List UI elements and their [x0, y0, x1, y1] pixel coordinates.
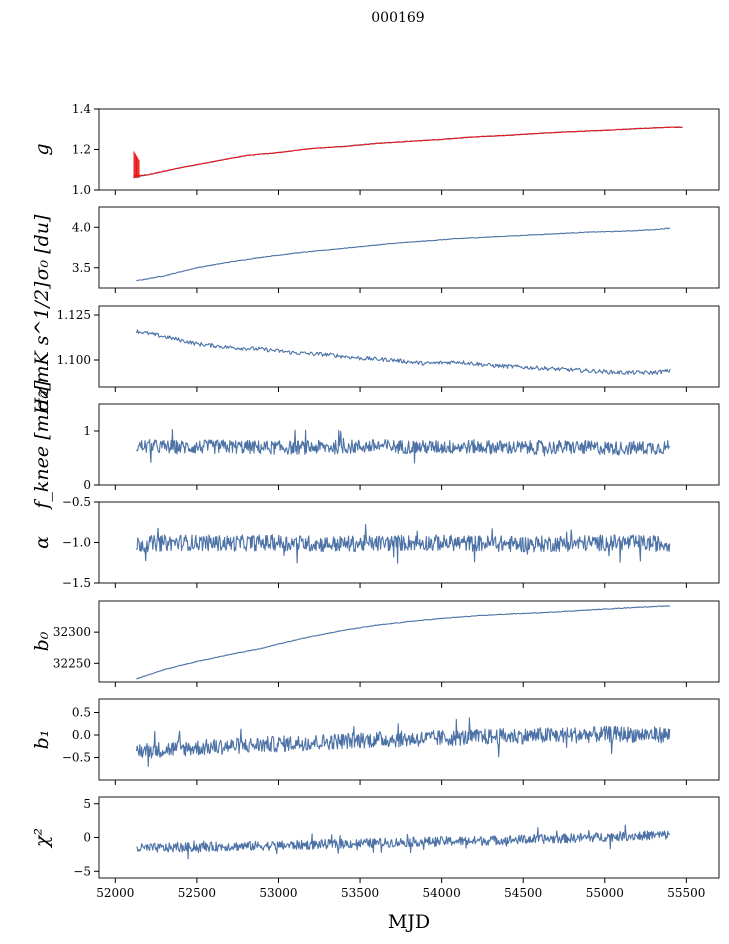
y-tick-label: 0.5	[72, 706, 91, 720]
series-line-b0-0	[136, 605, 671, 680]
panel-frame	[98, 403, 720, 486]
y-tick-label: 1	[83, 424, 91, 438]
x-tick-label: 54500	[504, 886, 542, 900]
series-line-g-0	[133, 126, 683, 179]
x-axis-label: MJD	[388, 911, 430, 933]
y-tick-label: 1.0	[72, 183, 91, 197]
panel-g: 1.0 1.2 1.4 g	[31, 102, 720, 197]
x-tick-label: 55500	[667, 886, 705, 900]
series-line-fknee-0	[136, 429, 671, 464]
series-line-g-1	[133, 126, 683, 177]
y-axis-label-sigma0-mk: σ₀[mK s^1/2]	[31, 281, 53, 411]
x-tick-label: 53500	[341, 886, 379, 900]
x-tick-label: 52500	[178, 886, 216, 900]
panel-b1: −0.5 0.0 0.5 b₁	[31, 698, 720, 785]
y-tick-label: 5	[83, 797, 91, 811]
y-tick-label: 1.2	[72, 143, 91, 157]
panel-frame	[98, 108, 720, 191]
y-tick-label: −0.5	[62, 495, 91, 509]
panel-sigma0-du: 3.5 4.0 σ₀ [du]	[31, 206, 720, 293]
series-line-chi2-0	[136, 824, 671, 860]
series-line-b1-0	[135, 717, 671, 767]
panels: 1.0 1.2 1.4 g 3.5 4.0 σ₀ [du] 1.100 1.125 σ₀[mK s…	[31, 102, 720, 900]
y-axis-label-b0: b₀	[31, 631, 53, 651]
y-tick-label: 0	[83, 831, 91, 845]
y-tick-label: −0.5	[62, 751, 91, 765]
series-line-sigma0-mk-0	[135, 329, 671, 375]
panel-sigma0-mk: 1.100 1.125 σ₀[mK s^1/2]	[31, 281, 720, 411]
y-tick-label: 1.125	[57, 308, 91, 322]
y-axis-label-fknee: f_knee [mHz]	[31, 380, 53, 511]
y-tick-label: 1.100	[57, 353, 91, 367]
y-axis-label-sigma0-du: σ₀ [du]	[31, 214, 53, 280]
panel-frame	[98, 305, 720, 388]
y-axis-label-b1: b₁	[31, 730, 53, 750]
y-tick-label: 4.0	[72, 220, 91, 234]
x-tick-label: 55000	[586, 886, 624, 900]
y-tick-label: −1.5	[62, 576, 91, 590]
y-tick-label: 32250	[53, 656, 91, 670]
panel-frame	[98, 698, 720, 781]
y-axis-label-alpha: α	[31, 536, 53, 549]
y-tick-label: 3.5	[72, 261, 91, 275]
panel-frame	[98, 206, 720, 289]
y-tick-label: −1.0	[62, 536, 91, 550]
x-tick-label: 52000	[96, 886, 134, 900]
panel-alpha: −1.5 −1.0 −0.5 α	[31, 495, 720, 590]
y-tick-label: 0.0	[72, 728, 91, 742]
panel-chi2: −5 0 5 52000 52500 53000 53500 54000 54500 55000 5…	[31, 796, 720, 900]
x-tick-label: 53000	[259, 886, 297, 900]
figure-title: 000169	[371, 10, 424, 26]
panel-fknee: 0 1 f_knee [mHz]	[31, 380, 720, 511]
series-line-sigma0-du-0	[136, 227, 671, 282]
panel-frame	[98, 600, 720, 683]
y-tick-label: 0	[83, 478, 91, 492]
y-tick-label: −5	[73, 864, 91, 878]
y-tick-label: 1.4	[72, 102, 91, 116]
y-tick-label: 32300	[53, 625, 91, 639]
y-axis-label-g: g	[31, 143, 53, 155]
series-line-alpha-0	[136, 524, 671, 564]
y-axis-label-chi2: χ²	[31, 828, 53, 849]
x-tick-label: 54000	[423, 886, 461, 900]
